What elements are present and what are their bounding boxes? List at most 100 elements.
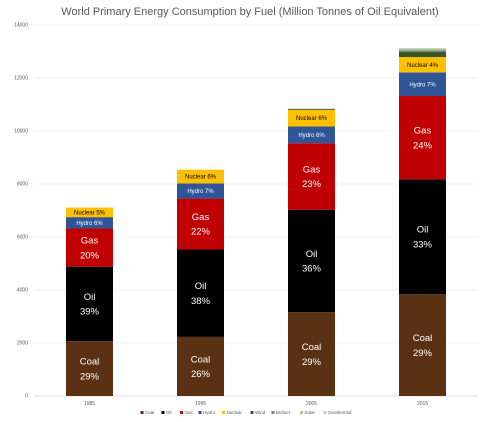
data-label: Coal	[413, 333, 433, 344]
y-tick-label: 2000	[17, 341, 28, 347]
data-label: Coal	[80, 357, 100, 368]
x-tick-label: 2005	[306, 401, 317, 407]
data-label: 26%	[191, 369, 211, 380]
legend-swatch	[300, 411, 303, 414]
data-label: 20%	[80, 250, 100, 261]
data-label: 29%	[302, 357, 322, 368]
data-label: Gas	[81, 236, 99, 247]
legend-swatch	[323, 411, 327, 414]
legend-item-oil: Oil	[161, 410, 172, 415]
bar-segment-geothermal	[399, 48, 446, 49]
bar-segment-solar	[399, 48, 446, 51]
legend-item-coal: Coal	[140, 410, 154, 415]
y-tick-label: 12000	[14, 76, 28, 82]
chart-title: World Primary Energy Consumption by Fuel…	[61, 6, 438, 18]
legend-swatch	[161, 411, 165, 414]
data-label: Nuclear 4%	[407, 63, 439, 69]
legend-swatch	[222, 411, 225, 414]
bar-segment-nuclear	[66, 207, 113, 218]
data-label: Coal	[302, 342, 322, 353]
data-label: 23%	[302, 179, 322, 190]
data-label: 39%	[80, 307, 100, 318]
x-axis: 1985 1995 2005 2015	[84, 401, 428, 407]
bar-segment-nuclear	[288, 109, 335, 127]
bar-segment-coal	[66, 341, 113, 396]
legend-item-biofuel: Biofuel	[271, 410, 290, 415]
y-tick-label: 6000	[17, 235, 28, 241]
x-tick-label: 2015	[417, 401, 428, 407]
legend-label: Biofuel	[276, 410, 290, 415]
data-label: 38%	[191, 296, 211, 307]
legend-item-geothermal: Geothermal	[323, 410, 352, 415]
bar-segment-gas	[66, 228, 113, 267]
data-label: Gas	[303, 164, 321, 175]
x-tick-label: 1985	[84, 401, 95, 407]
data-label: Gas	[414, 126, 432, 137]
bar-segment-coal	[288, 312, 335, 396]
data-label: Hydro 6%	[298, 133, 325, 139]
legend-label: Gas	[185, 410, 194, 415]
bar-segment-wind	[288, 109, 335, 110]
legend-label: Hydro	[203, 410, 216, 415]
bar-segment-gas	[399, 96, 446, 180]
data-label: Oil	[195, 281, 207, 292]
data-label: Coal	[191, 354, 211, 365]
y-tick-label: 8000	[17, 182, 28, 188]
bar-segment-oil	[399, 179, 446, 295]
legend-item-gas: Gas	[180, 410, 194, 415]
bar-segment-coal	[399, 294, 446, 396]
legend: Coal Oil Gas Hydro Nuclear Wind Biofuel Solar Ge…	[140, 410, 352, 415]
data-label: 22%	[191, 227, 211, 238]
bar-segment-biofuel	[399, 50, 446, 53]
bar-segment-coal	[177, 336, 224, 396]
legend-item-solar: Solar	[300, 410, 316, 415]
legend-swatch	[140, 411, 144, 414]
y-tick-label: 0	[25, 394, 28, 400]
bars: Coal 29% Oil 39% Gas 20% Hydro 6% Nuclear 5% Coa…	[66, 48, 446, 396]
legend-item-wind: Wind	[250, 410, 266, 415]
bar-segment-hydro	[177, 183, 224, 199]
bar-segment-oil	[177, 249, 224, 337]
legend-label: Coal	[145, 410, 154, 415]
legend-label: Wind	[255, 410, 266, 415]
y-tick-label: 4000	[17, 288, 28, 294]
legend-label: Nuclear	[227, 410, 243, 415]
legend-swatch	[250, 411, 254, 414]
legend-swatch	[180, 411, 183, 414]
legend-swatch	[271, 411, 275, 414]
bar-segment-hydro	[399, 72, 446, 97]
data-label: Hydro 7%	[409, 82, 436, 88]
bar-segment-gas	[288, 143, 335, 210]
data-label: Hydro 6%	[76, 221, 103, 227]
y-axis: 0 2000 4000 6000 8000 10000 12000 14000	[14, 23, 28, 400]
legend-label: Oil	[166, 410, 172, 415]
bar-segment-oil	[288, 209, 335, 313]
data-label: 29%	[80, 371, 100, 382]
data-label: Oil	[417, 225, 429, 236]
legend-label: Geothermal	[328, 410, 352, 415]
bar-segment-nuclear	[177, 169, 224, 184]
bar-segment-gas	[177, 198, 224, 250]
bar-segment-wind	[399, 52, 446, 58]
legend-swatch	[198, 411, 202, 414]
data-label: Hydro 7%	[187, 189, 214, 195]
data-label: Nuclear 5%	[74, 210, 106, 216]
legend-item-hydro: Hydro	[198, 410, 216, 415]
x-tick-label: 1995	[195, 401, 206, 407]
bar-segment-hydro	[288, 126, 335, 144]
data-label: 36%	[302, 264, 322, 275]
data-label: 24%	[413, 140, 433, 151]
bar-segment-nuclear	[399, 57, 446, 73]
bar-stack-1995: Coal 26% Oil 38% Gas 22% Hydro 7% Nuclear 6%	[177, 169, 224, 396]
data-label: Oil	[306, 249, 318, 260]
y-tick-label: 10000	[14, 129, 28, 135]
data-label: Nuclear 6%	[185, 175, 217, 181]
legend-label: Solar	[305, 410, 316, 415]
bar-stack-2005: Coal 29% Oil 36% Gas 23% Hydro 6% Nuclear 6%	[288, 108, 335, 396]
y-tick-label: 14000	[14, 23, 28, 29]
data-label: Oil	[84, 292, 96, 303]
data-label: Gas	[192, 212, 210, 223]
bar-stack-2015: Coal 29% Oil 33% Gas 24% Hydro 7% Nuclear 4%	[399, 48, 446, 396]
